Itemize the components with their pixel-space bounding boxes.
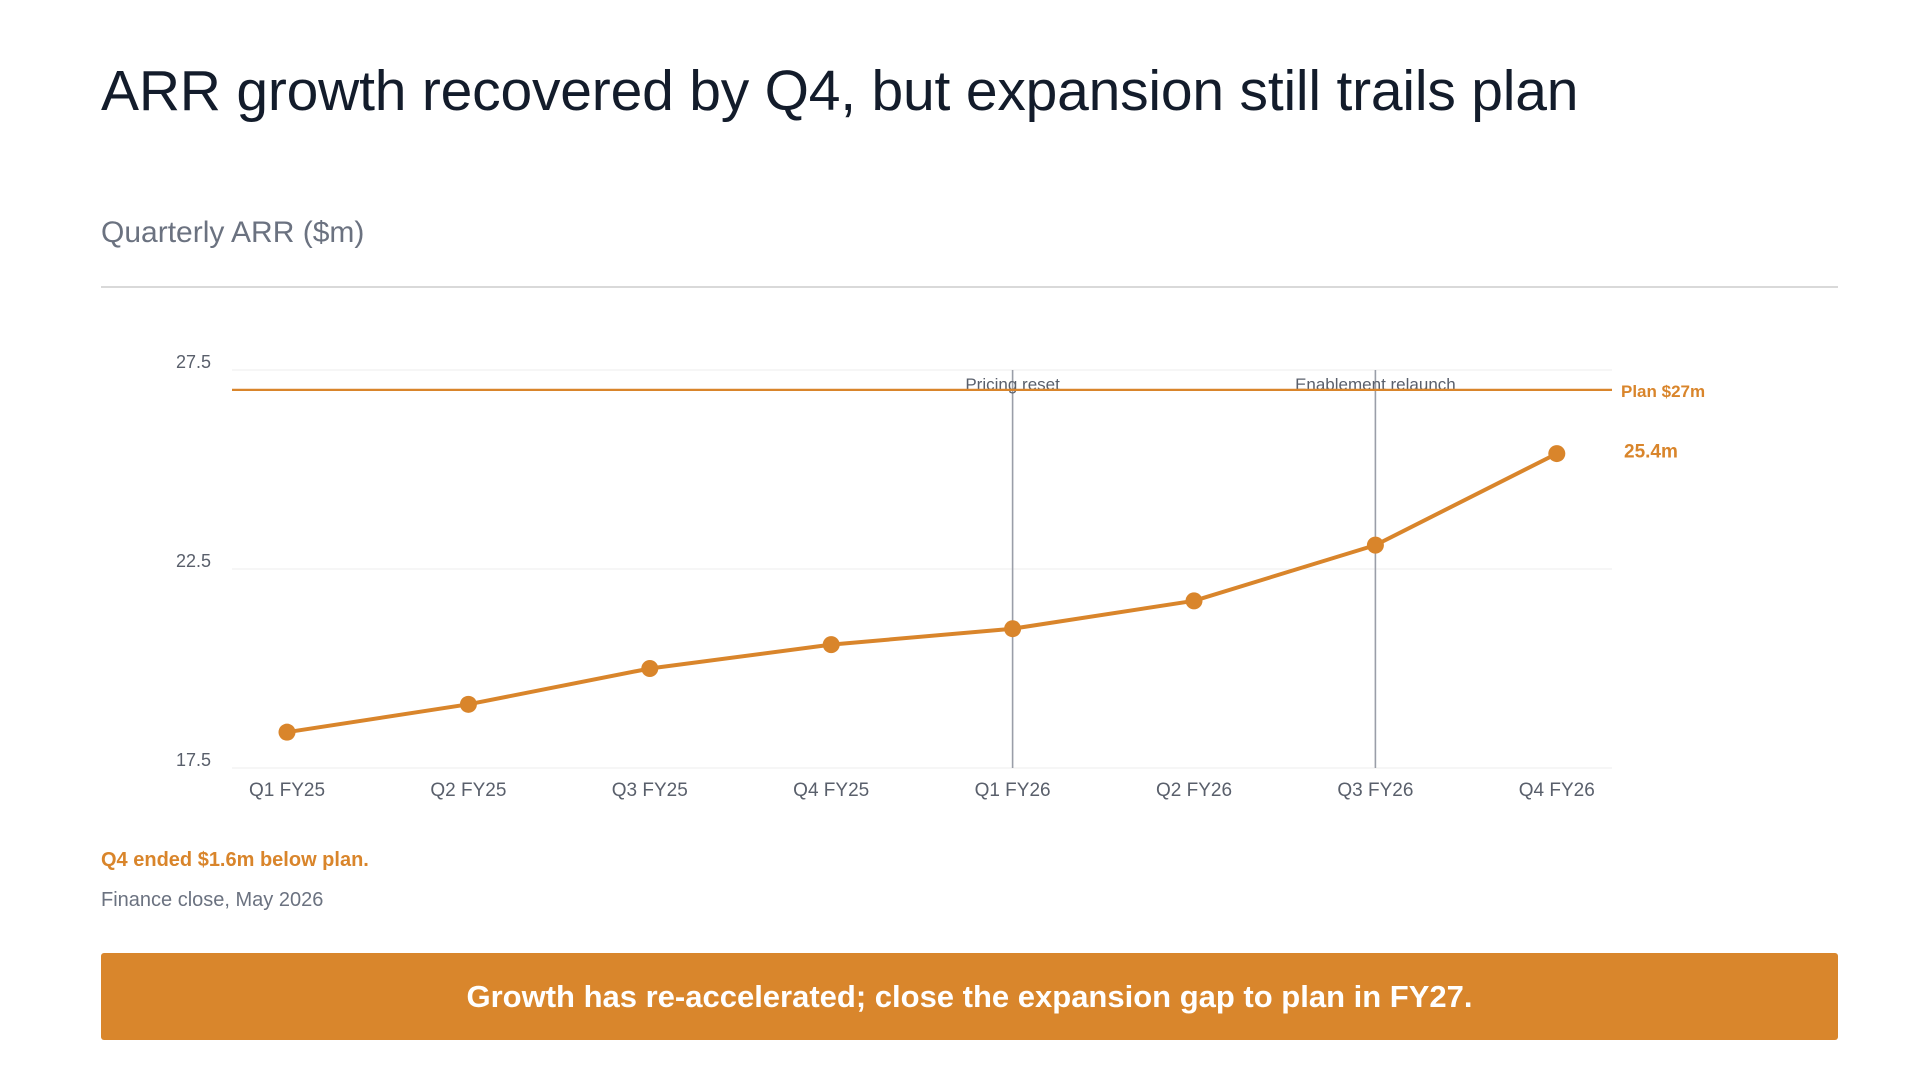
x-tick-label: Q3 FY25 <box>612 780 688 800</box>
gap-note: Q4 ended $1.6m below plan. <box>101 849 369 871</box>
annotation-label: Enablement relaunch <box>1295 375 1456 394</box>
end-value-label: 25.4m <box>1624 442 1678 463</box>
x-tick-label: Q4 FY26 <box>1519 780 1595 800</box>
plan-label: Plan $27m <box>1621 382 1705 401</box>
title-divider <box>101 286 1838 288</box>
x-tick-label: Q4 FY25 <box>793 780 869 800</box>
source-note: Finance close, May 2026 <box>101 889 324 911</box>
takeaway-banner: Growth has re-accelerated; close the exp… <box>101 953 1838 1040</box>
y-axis-ticks: 27.5 22.5 17.5 <box>176 352 211 770</box>
data-point <box>1185 592 1203 610</box>
data-point <box>459 695 477 713</box>
slide-headline: ARR growth recovered by Q4, but expansio… <box>101 59 1579 123</box>
gridlines <box>232 369 1612 769</box>
data-point <box>822 636 840 654</box>
y-tick-label: 22.5 <box>176 551 211 571</box>
data-point <box>278 723 296 741</box>
data-point <box>641 660 659 677</box>
x-tick-label: Q3 FY26 <box>1337 780 1413 800</box>
data-point <box>1004 620 1022 638</box>
x-axis-ticks: Q1 FY25 Q2 FY25 Q3 FY25 Q4 FY25 Q1 FY26 Q2 FY… <box>249 780 1595 800</box>
chart-title: Quarterly ARR ($m) <box>101 216 365 249</box>
arr-series: 25.4m <box>278 442 1678 741</box>
arr-line-chart: 27.5 22.5 17.5 Q1 FY25 Q2 FY25 Q3 FY25 Q4 FY2… <box>176 352 1705 800</box>
series-line <box>285 451 1559 735</box>
data-point <box>1548 445 1566 463</box>
y-tick-label: 27.5 <box>176 352 211 372</box>
data-point <box>1366 536 1384 554</box>
plan-reference: Plan $27m <box>232 382 1705 401</box>
y-tick-label: 17.5 <box>176 750 211 770</box>
x-tick-label: Q2 FY26 <box>1156 780 1232 800</box>
x-tick-label: Q1 FY25 <box>249 780 325 800</box>
x-tick-label: Q1 FY26 <box>975 780 1051 800</box>
annotation-label: Pricing reset <box>965 375 1060 394</box>
x-tick-label: Q2 FY25 <box>430 780 506 800</box>
